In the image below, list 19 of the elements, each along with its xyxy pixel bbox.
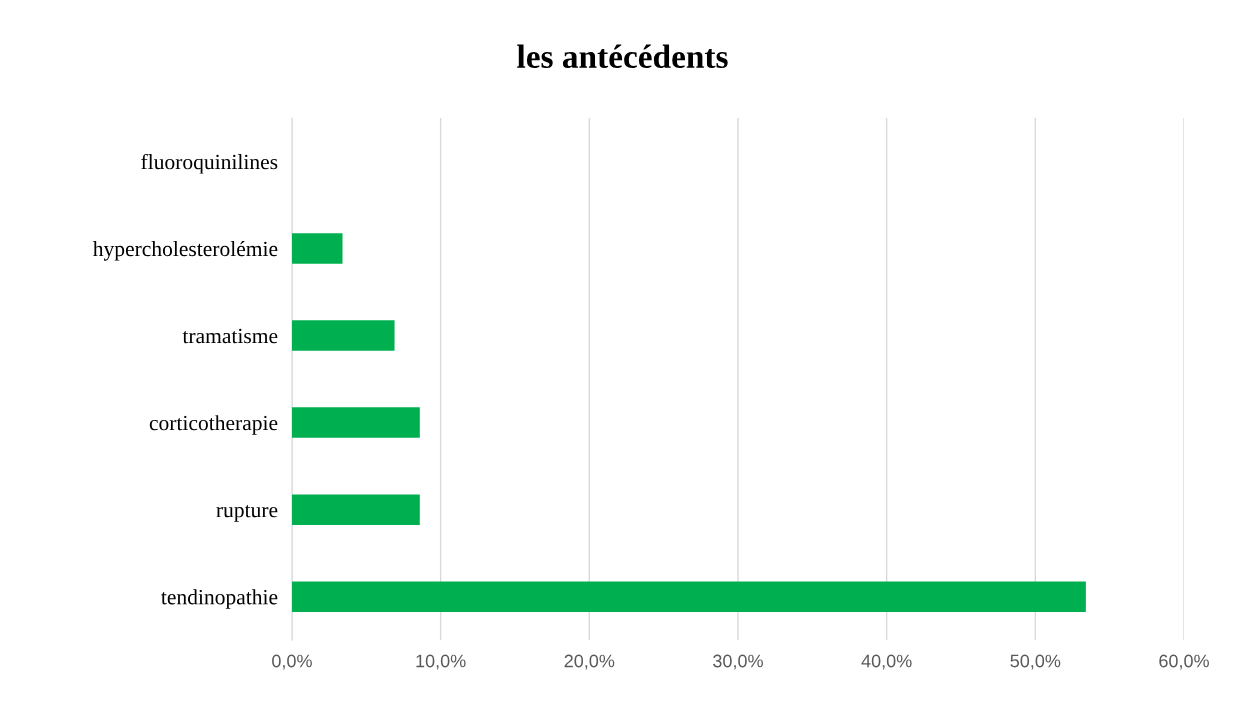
y-tick-label: tramatisme [182, 328, 278, 344]
y-tick-label: tendinopathie [161, 589, 278, 609]
bar [291, 320, 395, 351]
x-tick-label: 10,0% [416, 654, 466, 670]
bar [291, 494, 420, 525]
bar [291, 233, 343, 264]
x-tick-label: 20,0% [564, 654, 615, 670]
x-tick-label: 30,0% [713, 654, 763, 670]
x-tick-label: 40,0% [861, 654, 912, 670]
y-tick-label: corticotherapie [149, 415, 278, 435]
y-tick-label: rupture [216, 505, 278, 522]
y-tick-label: fluoroquinilines [141, 153, 278, 174]
chart-title: les antécédents [517, 44, 728, 69]
bar [291, 581, 1086, 612]
bar [291, 407, 420, 438]
x-tick-label: 50,0% [1010, 654, 1061, 670]
x-tick-label: 0,0% [272, 654, 312, 670]
x-tick-label: 60,0% [1159, 654, 1209, 670]
y-tick-label: hypercholesterolémie [92, 241, 278, 261]
